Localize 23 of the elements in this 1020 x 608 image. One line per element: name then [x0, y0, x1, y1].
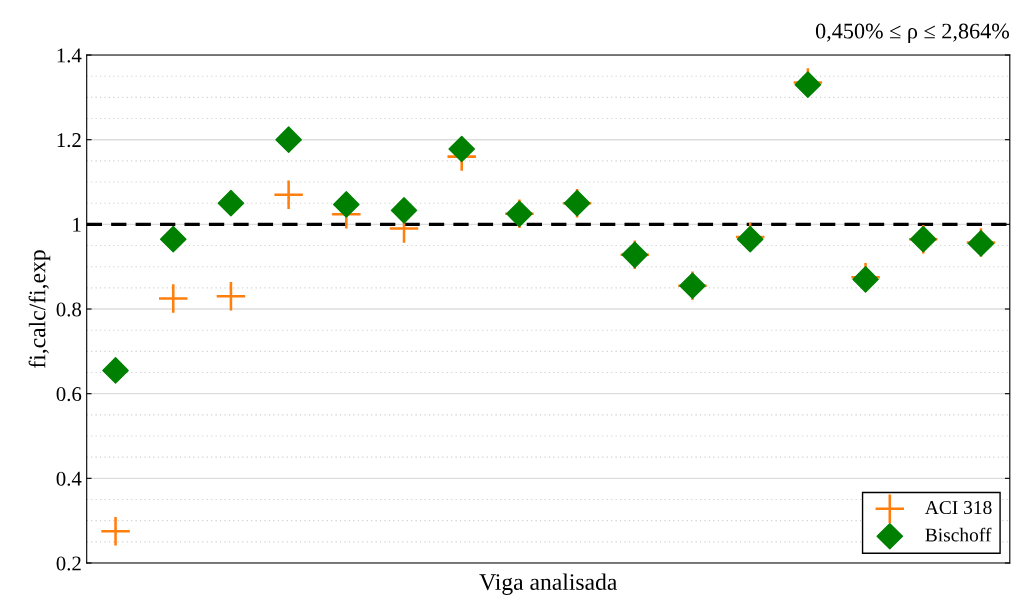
y-tick-label: 0.2 [56, 556, 81, 571]
point [216, 282, 246, 311]
point [102, 357, 129, 384]
point [217, 189, 245, 217]
x-axis-title: Viga analisada [479, 573, 618, 595]
point [101, 517, 130, 546]
legend-label: Bischoff [925, 527, 992, 542]
y-tick-label: 0.6 [56, 387, 82, 402]
point [159, 284, 188, 313]
point [275, 126, 302, 153]
y-tick-label: 1.4 [57, 48, 82, 63]
y-tick-label: 0.4 [56, 471, 82, 486]
point [448, 135, 476, 163]
y-tick-label: 0.8 [56, 302, 82, 317]
legend-label: ACI 318 [924, 500, 992, 515]
chart-title: 0,450% ≤ ρ ≤ 2,864% [815, 23, 1010, 44]
point [159, 225, 187, 253]
point [333, 191, 360, 218]
y-tick-label: 1.2 [57, 133, 81, 148]
point [274, 180, 303, 209]
point [390, 197, 418, 224]
y-axis-title: fi,calc/fi,exp [28, 250, 51, 368]
y-tick-label: 1 [73, 217, 81, 232]
